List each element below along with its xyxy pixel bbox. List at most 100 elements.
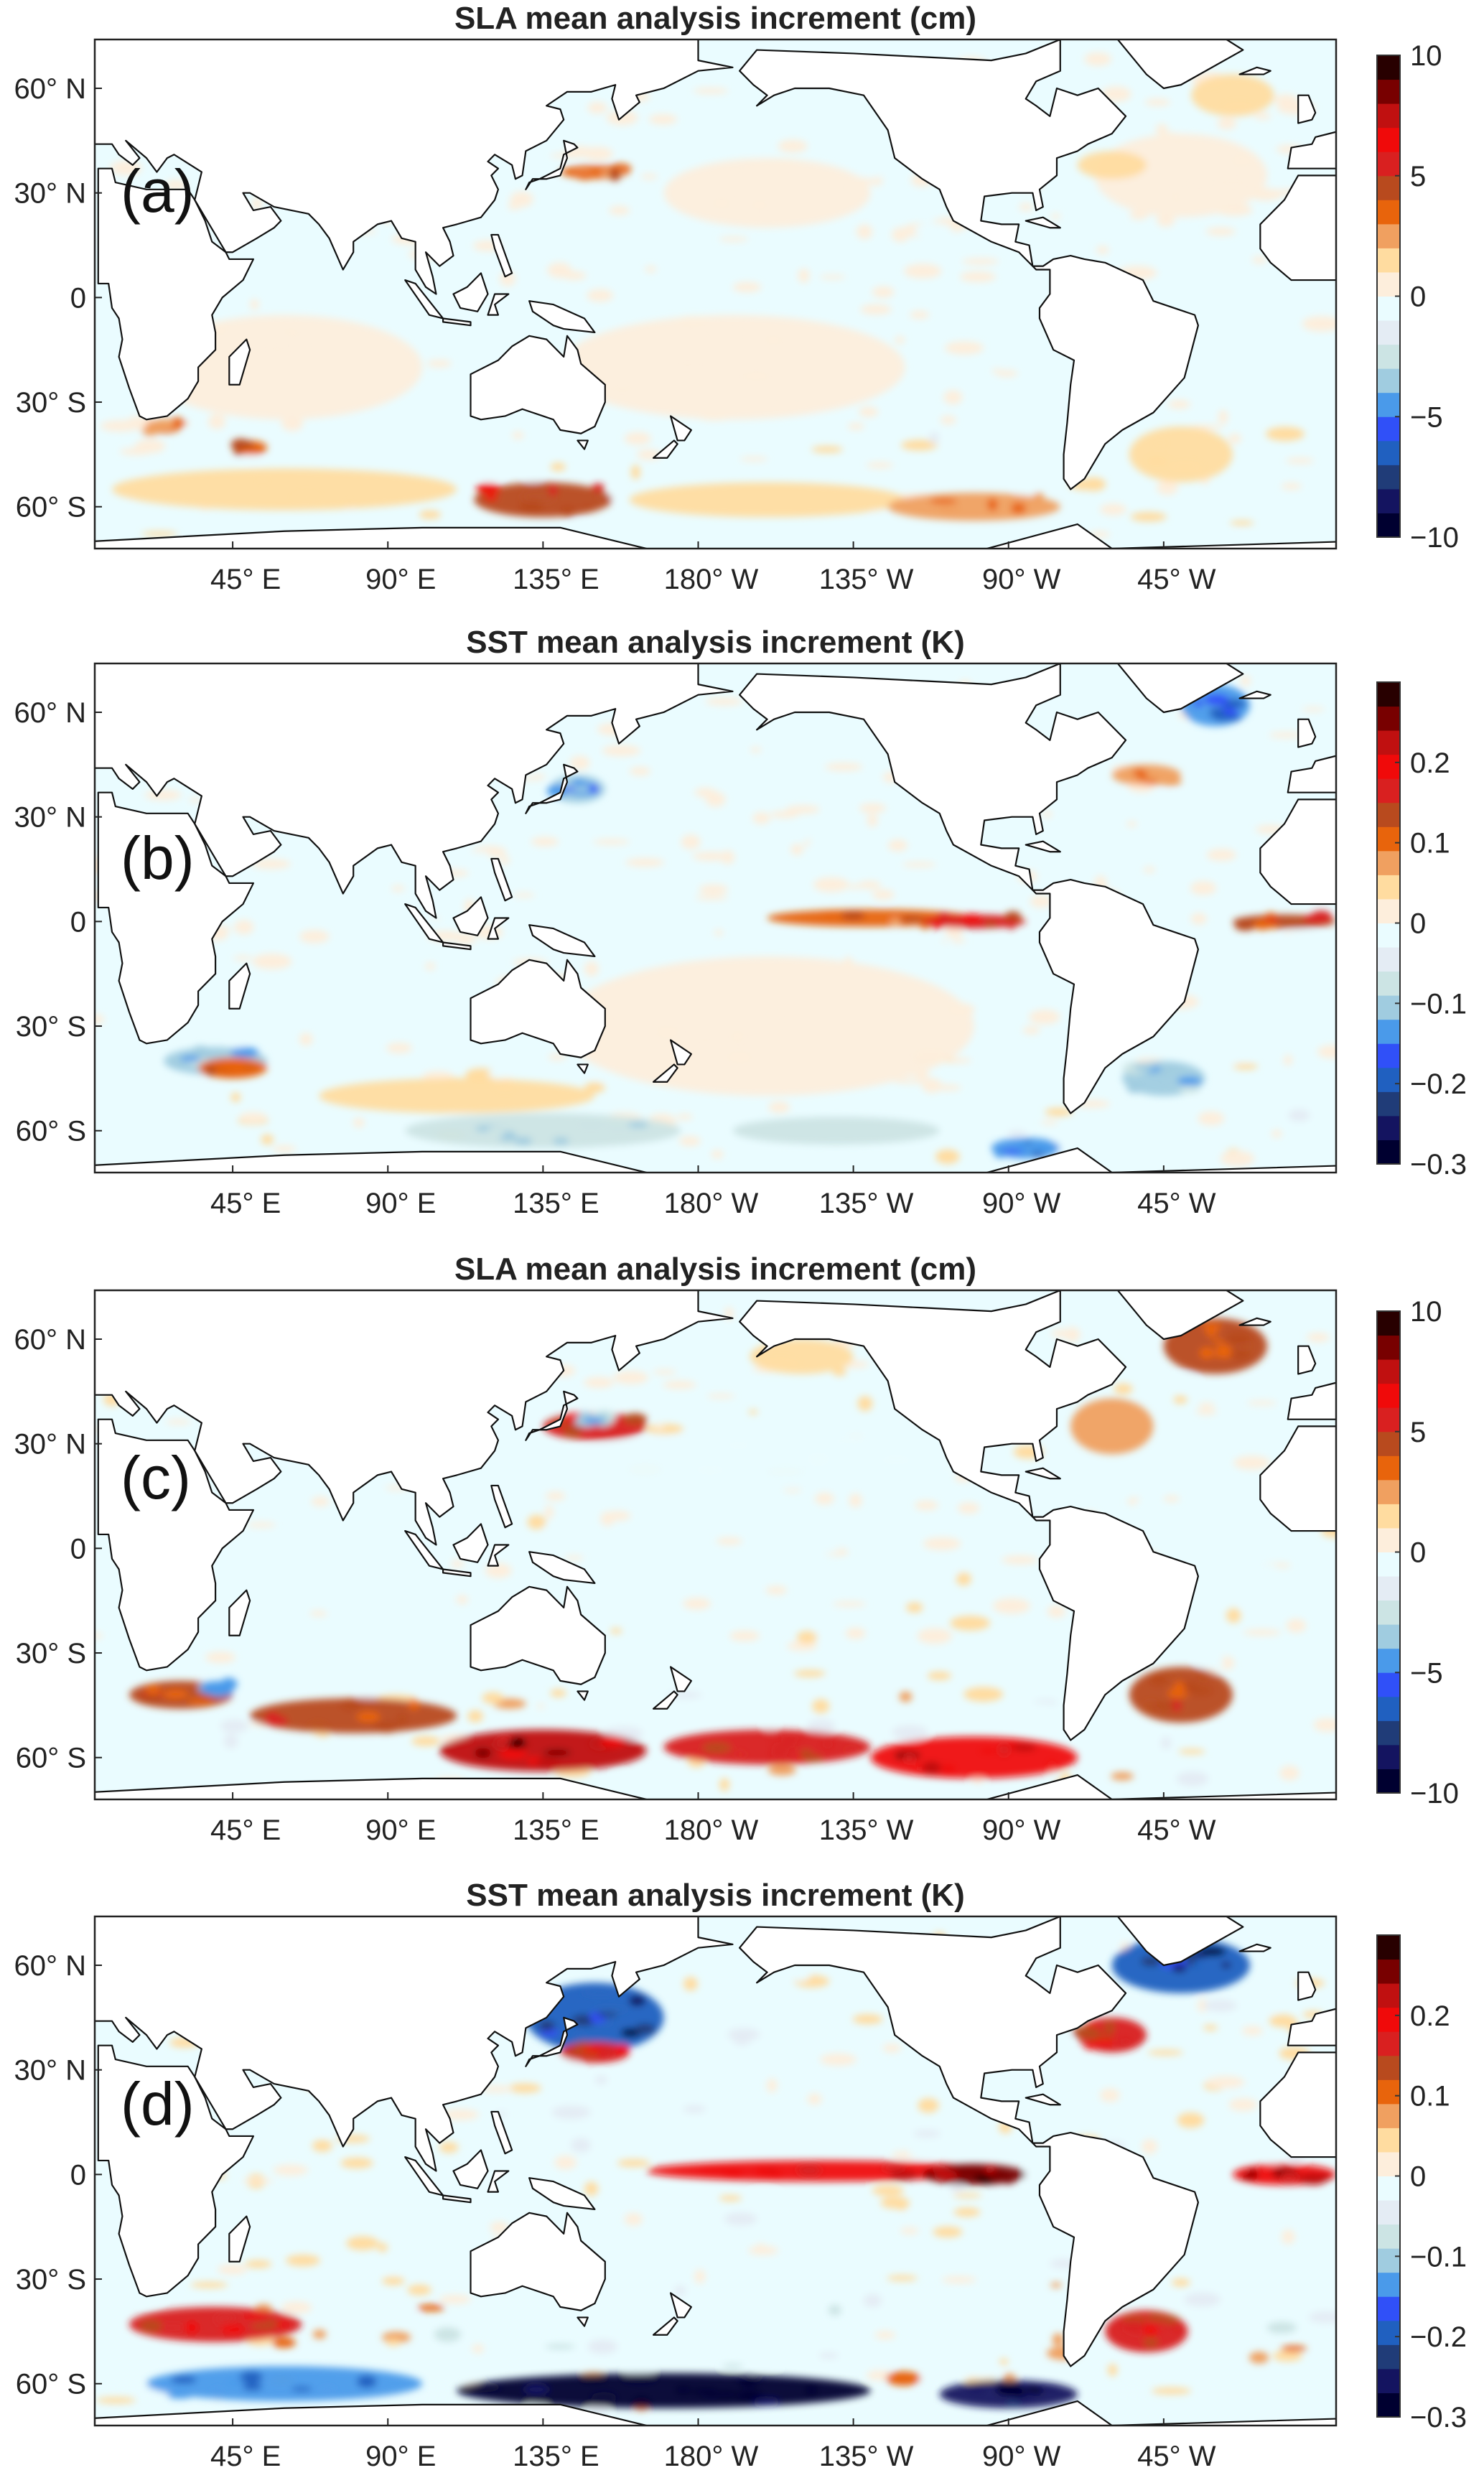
- land-mass: [487, 917, 510, 940]
- colorbar: 10 5 0 −5 −10: [1376, 40, 1459, 554]
- increment-speckle: [732, 281, 762, 292]
- increment-speckle: [813, 877, 849, 893]
- increment-speckle: [790, 1967, 811, 1982]
- increment-speckle: [1103, 704, 1134, 719]
- increment-speckle: [205, 1651, 236, 1664]
- land-mass: [442, 941, 472, 951]
- increment-speckle: [1178, 1748, 1206, 1754]
- increment-feature: [552, 1137, 569, 1145]
- increment-speckle: [887, 839, 908, 852]
- increment-speckle: [271, 2337, 296, 2348]
- increment-feature: [112, 468, 457, 511]
- increment-feature: [409, 1699, 419, 1710]
- lat-tick-label: 60° S: [16, 492, 86, 523]
- increment-speckle: [1228, 2098, 1258, 2112]
- increment-feature: [1172, 1964, 1187, 1972]
- colorbar-level: [1377, 875, 1400, 900]
- increment-feature: [1158, 777, 1182, 786]
- increment-speckle: [1285, 457, 1315, 464]
- increment-speckle: [849, 216, 887, 222]
- increment-speckle: [1226, 1608, 1241, 1623]
- colorbar-tick-label: 5: [1410, 161, 1426, 192]
- land-mass: [1259, 798, 1336, 905]
- increment-speckle: [894, 1079, 929, 1084]
- increment-speckle: [439, 2142, 459, 2153]
- colorbar-level: [1377, 898, 1400, 923]
- land-mass: [525, 763, 579, 814]
- increment-speckle: [629, 767, 651, 776]
- increment-speckle: [1096, 246, 1109, 254]
- land-mass: [97, 791, 255, 1045]
- increment-speckle: [748, 1560, 770, 1569]
- increment-feature: [702, 1743, 732, 1753]
- increment-feature: [230, 1047, 259, 1058]
- lat-tick-label: 60° N: [14, 73, 87, 105]
- increment-speckle: [1195, 1408, 1217, 1415]
- colorbar-level: [1377, 2055, 1400, 2080]
- increment-speckle: [1218, 409, 1228, 425]
- lat-tick-label: 30° S: [16, 2264, 86, 2296]
- land-mass: [95, 2400, 1336, 2426]
- increment-speckle: [318, 2124, 338, 2135]
- colorbar-level: [1377, 103, 1400, 129]
- colorbar-level: [1377, 1648, 1400, 1673]
- increment-speckle: [472, 875, 493, 890]
- increment-speckle: [1001, 1555, 1039, 1565]
- colorbar-level: [1377, 2151, 1400, 2176]
- increment-speckle: [755, 2363, 779, 2368]
- increment-speckle: [307, 423, 328, 436]
- increment-speckle: [1147, 791, 1181, 798]
- panel-title: SLA mean analysis increment (cm): [454, 1, 976, 36]
- increment-feature: [1120, 2037, 1132, 2047]
- increment-speckle: [819, 274, 846, 279]
- increment-feature: [627, 1122, 648, 1128]
- increment-feature: [250, 1698, 457, 1733]
- colorbar-level: [1377, 730, 1400, 755]
- increment-speckle: [910, 310, 930, 319]
- increment-speckle: [160, 1746, 194, 1753]
- land-mass: [228, 1589, 251, 1636]
- increment-speckle: [852, 2014, 883, 2024]
- land-mass: [490, 857, 513, 902]
- increment-speckle: [1218, 1656, 1235, 1670]
- increment-speckle: [630, 465, 640, 480]
- colorbar-tick-label: 0: [1410, 2161, 1426, 2193]
- increment-speckle: [683, 1977, 698, 1991]
- colorbar-level: [1377, 2272, 1400, 2297]
- increment-feature: [890, 2169, 918, 2181]
- colorbar-level: [1377, 1744, 1400, 1769]
- colorbar-level: [1377, 344, 1400, 369]
- land-mass: [1259, 174, 1336, 281]
- increment-speckle: [674, 2285, 686, 2296]
- increment-speckle: [706, 1394, 736, 1399]
- increment-speckle: [1075, 1944, 1095, 1954]
- increment-speckle: [518, 2171, 531, 2187]
- increment-speckle: [900, 2227, 919, 2235]
- colorbar-level: [1377, 2296, 1400, 2321]
- increment-feature: [372, 1722, 400, 1733]
- increment-speckle: [1190, 881, 1217, 895]
- increment-speckle: [1075, 857, 1116, 865]
- increment-speckle: [747, 2246, 779, 2255]
- increment-speckle: [748, 2191, 780, 2206]
- increment-speckle: [238, 455, 263, 465]
- colorbar-level: [1377, 2393, 1400, 2418]
- land-mass: [528, 1551, 596, 1585]
- colorbar-level: [1377, 248, 1400, 273]
- increment-speckle: [1241, 1600, 1263, 1611]
- colorbar-tick-label: −0.2: [1410, 2321, 1467, 2353]
- increment-feature: [1279, 2171, 1298, 2184]
- land-mass: [577, 2316, 589, 2327]
- increment-feature: [264, 1713, 282, 1725]
- colorbar-level: [1377, 2128, 1400, 2153]
- increment-speckle: [242, 2178, 274, 2184]
- land-mass: [528, 300, 596, 334]
- panel-label: (d): [121, 2070, 195, 2138]
- increment-speckle: [1126, 821, 1137, 827]
- increment-speckle: [1052, 2333, 1065, 2347]
- land-mass: [95, 1916, 734, 2172]
- land-mass: [528, 2177, 596, 2211]
- colorbar-level: [1377, 1527, 1400, 1552]
- colorbar: 10 5 0 −5 −10: [1376, 1296, 1459, 1809]
- colorbar-level: [1377, 1383, 1400, 1408]
